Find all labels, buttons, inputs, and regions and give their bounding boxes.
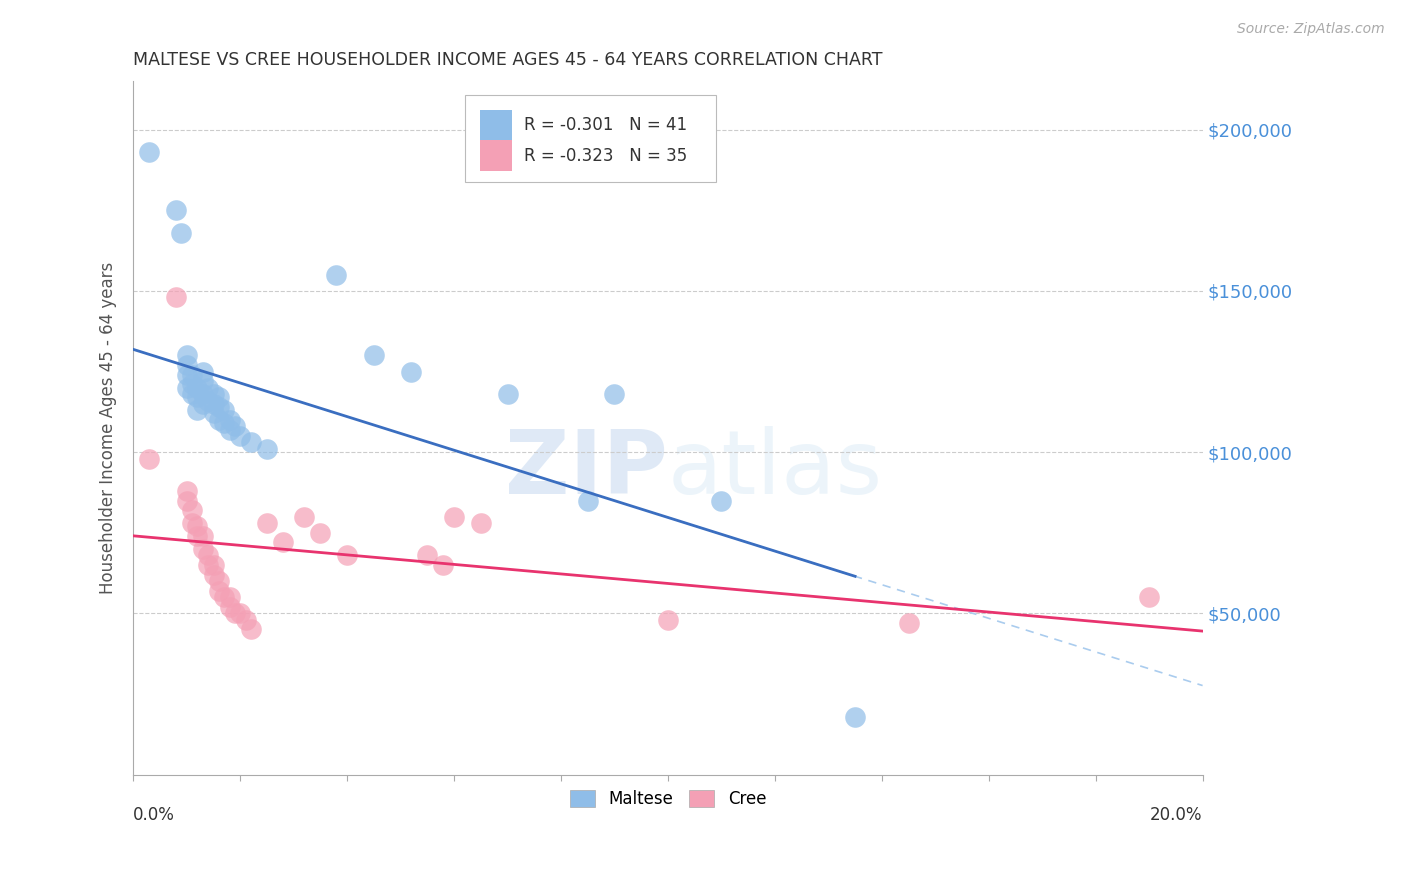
Point [443,509,465,524]
Point [186,403,208,417]
Point [710,493,733,508]
Point [197,558,219,572]
Point [181,516,204,530]
Text: R = -0.323   N = 35: R = -0.323 N = 35 [523,146,688,164]
Legend: Maltese, Cree: Maltese, Cree [562,783,773,814]
Point [186,381,208,395]
Point [218,591,240,605]
Point [401,365,423,379]
Text: Source: ZipAtlas.com: Source: ZipAtlas.com [1237,22,1385,37]
Point [470,516,492,530]
Point [496,387,519,401]
Point [138,145,160,160]
Point [197,549,219,563]
Point [212,591,235,605]
Point [191,397,214,411]
Point [218,413,240,427]
Point [218,423,240,437]
Point [181,377,204,392]
Point [176,381,198,395]
Point [208,390,231,404]
Point [176,483,198,498]
Point [181,503,204,517]
Point [416,549,439,563]
Point [176,348,198,362]
Point [165,203,187,218]
FancyBboxPatch shape [479,140,512,170]
Point [224,607,246,621]
Point [170,226,193,240]
Point [181,387,204,401]
Point [309,525,332,540]
Point [1137,591,1160,605]
Point [202,407,225,421]
Point [138,451,160,466]
Point [218,599,240,614]
Point [844,709,866,723]
FancyBboxPatch shape [479,110,512,140]
Point [271,535,294,549]
Point [202,558,225,572]
Point [208,400,231,414]
Point [336,549,359,563]
Text: 0.0%: 0.0% [134,805,176,824]
Point [176,358,198,372]
Point [202,397,225,411]
Point [229,607,252,621]
Text: ZIP: ZIP [505,426,668,513]
Point [212,403,235,417]
Point [191,365,214,379]
Text: atlas: atlas [668,426,883,513]
Point [212,416,235,430]
Point [208,583,231,598]
Point [197,381,219,395]
Point [239,435,262,450]
Point [176,368,198,382]
Point [176,493,198,508]
Point [197,393,219,408]
Point [186,519,208,533]
Point [191,541,214,556]
Point [897,615,920,630]
Point [657,613,679,627]
Point [186,529,208,543]
Point [239,623,262,637]
Point [202,567,225,582]
Point [165,290,187,304]
Point [191,387,214,401]
Point [208,413,231,427]
Point [363,348,385,362]
Point [181,368,204,382]
Point [224,419,246,434]
Y-axis label: Householder Income Ages 45 - 64 years: Householder Income Ages 45 - 64 years [100,262,117,594]
Point [432,558,454,572]
Point [186,390,208,404]
Text: 20.0%: 20.0% [1150,805,1202,824]
Point [603,387,626,401]
Text: MALTESE VS CREE HOUSEHOLDER INCOME AGES 45 - 64 YEARS CORRELATION CHART: MALTESE VS CREE HOUSEHOLDER INCOME AGES … [134,51,883,69]
Point [208,574,231,588]
Point [325,268,347,282]
Point [235,613,257,627]
FancyBboxPatch shape [465,95,716,182]
Point [256,516,278,530]
Point [191,374,214,388]
Point [202,387,225,401]
Point [229,429,252,443]
Text: R = -0.301   N = 41: R = -0.301 N = 41 [523,116,686,134]
Point [191,529,214,543]
Point [294,509,316,524]
Point [576,493,599,508]
Point [256,442,278,456]
